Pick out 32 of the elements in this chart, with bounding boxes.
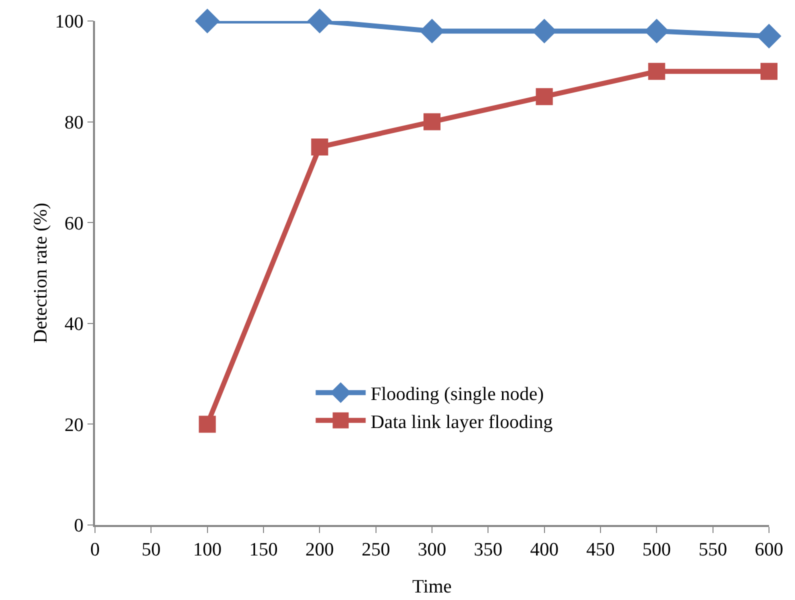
x-tick-label: 500	[642, 540, 671, 561]
y-tick-label: 40	[64, 314, 84, 336]
point	[756, 24, 782, 48]
x-tick-label: 600	[754, 540, 784, 561]
y-tick-label: 100	[54, 12, 84, 33]
point	[194, 8, 220, 34]
point	[536, 88, 553, 106]
x-tick-label: 250	[362, 540, 390, 561]
x-tick-label: 50	[142, 540, 161, 561]
point	[424, 113, 440, 130]
y-axis-title: Detection rate (%)	[30, 202, 52, 344]
point	[760, 62, 778, 80]
point	[307, 8, 332, 34]
x-tick-label: 400	[530, 540, 559, 561]
x-tick-label: 450	[586, 540, 615, 561]
y-tick-label: 80	[64, 112, 84, 134]
x-axis-title: Time	[412, 576, 452, 598]
point	[311, 138, 328, 156]
y-tick-label: 20	[64, 414, 84, 436]
point	[648, 62, 666, 80]
point	[198, 416, 216, 433]
y-tick-label: 0	[74, 516, 84, 537]
x-tick-label: 350	[474, 540, 502, 561]
x-tick-label: 150	[249, 540, 278, 561]
y-tick-label: 60	[64, 213, 84, 234]
x-tick-label: 200	[305, 540, 334, 561]
x-tick-label: 0	[90, 540, 100, 561]
legend-label: Flooding (single node)	[370, 384, 544, 406]
x-tick-label: 100	[193, 540, 222, 561]
legend-label: Data link layer flooding	[370, 412, 554, 433]
x-tick-label: 300	[418, 540, 446, 561]
x-tick-label: 550	[698, 540, 728, 561]
